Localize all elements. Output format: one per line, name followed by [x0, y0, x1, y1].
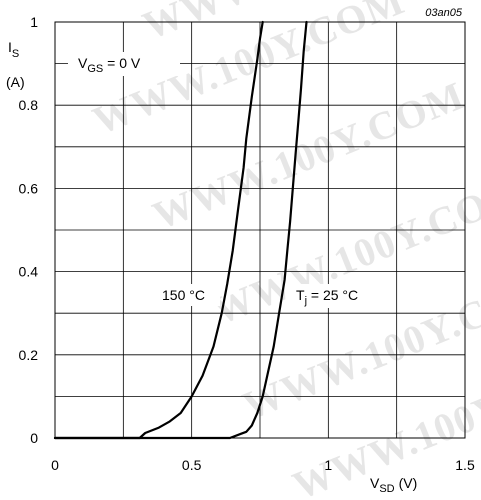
grid: [55, 22, 465, 438]
x-tick-label: 0: [51, 457, 59, 473]
series-label-150-bg: [156, 284, 220, 306]
y-tick-label: 0: [30, 430, 38, 446]
condition-label: VGS = 0 V: [78, 55, 141, 75]
tick-labels: 0 0.2 0.4 0.6 0.8 1 0 0.5 1 1.5: [19, 14, 475, 473]
series-label-25: Tj = 25 °C: [296, 287, 358, 307]
y-axis-label: IS: [8, 39, 19, 60]
series-lines: [53, 20, 308, 440]
series-line-1: [53, 20, 308, 440]
y-tick-label: 1: [30, 14, 38, 30]
x-axis-label: VSD (V): [370, 475, 417, 495]
y-tick-label: 0.2: [19, 347, 39, 363]
series-label-150: 150 °C: [162, 287, 205, 303]
series-label-25-bg: [292, 284, 376, 308]
x-tick-label: 1: [324, 457, 332, 473]
y-tick-label: 0.4: [19, 264, 39, 280]
figure-code: 03an05: [425, 7, 463, 19]
y-tick-label: 0.8: [19, 97, 39, 113]
series-line-0: [53, 20, 264, 440]
plot-frame: [54, 21, 466, 439]
y-tick-label: 0.6: [19, 180, 39, 196]
condition-label-bg: [68, 52, 180, 76]
x-tick-label: 1.5: [455, 457, 475, 473]
x-tick-label: 0.5: [182, 457, 202, 473]
y-axis-unit: (A): [6, 74, 25, 90]
